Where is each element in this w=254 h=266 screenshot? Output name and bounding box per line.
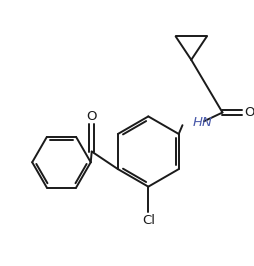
Text: Cl: Cl bbox=[142, 214, 155, 227]
Text: HN: HN bbox=[192, 116, 212, 129]
Text: O: O bbox=[86, 110, 97, 123]
Text: O: O bbox=[245, 106, 254, 119]
